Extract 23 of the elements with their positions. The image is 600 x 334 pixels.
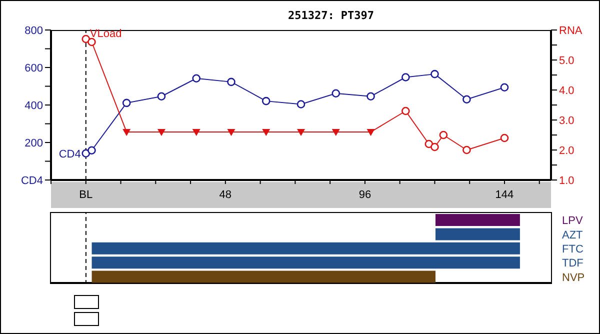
y2-tick-label: 5.0 xyxy=(559,54,574,67)
chart-title: 251327: PT397 xyxy=(286,9,376,22)
y-tick-label: 400 xyxy=(24,100,43,112)
y-tick-label: CD4 xyxy=(20,174,43,187)
y-tick-label: 600 xyxy=(24,62,43,74)
y-tick-label: AZT xyxy=(562,229,584,242)
y-tick-label: 200 xyxy=(24,137,43,150)
x-tick-label: 48 xyxy=(219,188,232,201)
series-label: CD4 xyxy=(58,148,81,160)
y2-tick-label: 1.0 xyxy=(559,174,574,187)
y2-tick-label: RNA xyxy=(559,24,583,37)
y-tick-label: LPV xyxy=(562,215,584,228)
y-tick-label: FTC xyxy=(562,244,584,256)
y2-tick-label: 4.0 xyxy=(559,84,574,97)
x-tick-label: 144 xyxy=(495,188,514,201)
y-tick-label: TDF xyxy=(562,258,584,270)
y-tick-label: NVP xyxy=(562,272,585,284)
y2-tick-label: 2.0 xyxy=(559,144,574,157)
y2-tick-label: 3.0 xyxy=(559,114,574,127)
x-tick-label: BL xyxy=(79,188,93,201)
y-tick-label: 800 xyxy=(24,24,43,37)
series-label: VLoad xyxy=(90,28,122,40)
x-tick-label: 96 xyxy=(358,188,372,201)
